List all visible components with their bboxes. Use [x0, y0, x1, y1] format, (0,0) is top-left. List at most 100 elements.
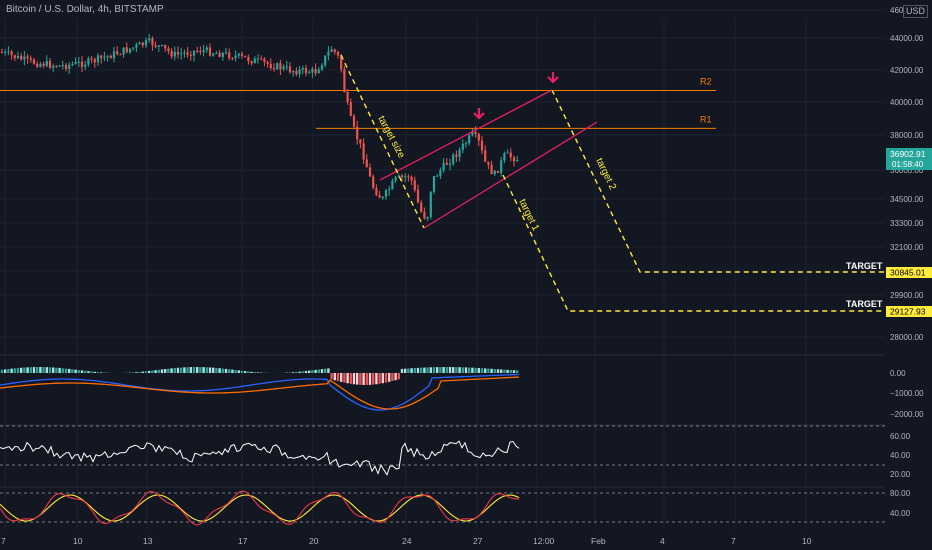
macd-bar	[141, 371, 144, 373]
candle-body	[20, 55, 23, 60]
macd-bar	[365, 373, 368, 385]
macd-bar	[448, 367, 452, 373]
candle-body	[186, 52, 189, 55]
candle-body	[170, 51, 173, 57]
time-tick: 24	[402, 536, 412, 546]
candle-body	[285, 66, 288, 68]
macd-bar	[61, 368, 64, 373]
candle-body	[468, 135, 471, 144]
macd-bar	[192, 367, 196, 373]
macd-bar	[477, 368, 480, 373]
candle-body	[359, 139, 362, 144]
candle-body	[36, 63, 39, 67]
macd-bar	[7, 369, 10, 373]
indicator-tick: −1000.00	[890, 389, 924, 398]
macd-bar	[42, 367, 45, 373]
candle-body	[301, 68, 304, 70]
candle-body	[0, 52, 4, 53]
candle-body	[42, 63, 45, 66]
candle-body	[132, 47, 135, 49]
candle-body	[400, 175, 404, 177]
macd-bar	[52, 367, 55, 373]
target-size-line	[340, 54, 425, 229]
macd-bar	[304, 370, 308, 373]
indicator-tick: 40.00	[890, 509, 911, 518]
macd-bar	[151, 370, 154, 373]
macd-bar	[154, 370, 157, 373]
candle-body	[509, 152, 512, 158]
macd-bar	[138, 371, 141, 373]
candle-body	[189, 54, 192, 56]
candle-body	[253, 58, 256, 64]
candle-body	[413, 180, 416, 190]
price-tick: 36000.00	[890, 166, 924, 175]
candle-body	[119, 54, 122, 56]
candle-body	[336, 51, 340, 56]
candle-body	[375, 187, 378, 196]
target-label-1: TARGET	[846, 261, 883, 271]
macd-bar	[160, 369, 164, 373]
time-axis[interactable]: 7 10 13 17 20 24 27 12:00 Feb 4 7 10	[0, 532, 932, 550]
target-price-value: 29127.93	[890, 307, 926, 317]
candle-body	[503, 153, 506, 161]
candle-body	[221, 52, 224, 57]
candle-body	[458, 149, 461, 157]
macd-bar	[253, 372, 256, 373]
macd-bar	[0, 369, 4, 373]
candle-body	[208, 47, 212, 56]
candle-body	[23, 56, 26, 60]
macd-bar	[452, 367, 455, 373]
candle-body	[269, 63, 272, 68]
candle-body	[516, 159, 519, 162]
macd-bar	[4, 369, 7, 373]
candle-body	[260, 58, 263, 60]
macd-bar	[237, 370, 240, 373]
macd-bar	[509, 370, 512, 373]
currency-unit[interactable]: USD	[902, 5, 928, 18]
candle-body	[461, 143, 464, 150]
macd-bar	[45, 367, 48, 373]
macd-bar	[84, 370, 87, 373]
candle-body	[138, 42, 141, 45]
candle-body	[202, 50, 205, 53]
macd-bar	[132, 372, 135, 373]
candle-body	[426, 217, 429, 219]
candle-body	[112, 51, 116, 59]
channel-upper	[379, 89, 553, 181]
indicator-tick: 40.00	[890, 451, 911, 460]
candle-body	[352, 115, 356, 127]
candle-body	[471, 132, 474, 136]
candle-body	[388, 189, 391, 191]
candle-body	[308, 72, 311, 74]
signal-line	[0, 376, 520, 410]
candle-body	[436, 175, 439, 177]
price-axis[interactable]: 46000.0044000.0042000.0040000.0038000.00…	[886, 0, 932, 532]
macd-bar	[500, 369, 503, 373]
macd-bar	[442, 367, 445, 373]
candle-body	[266, 61, 269, 64]
candle-body	[423, 211, 426, 219]
macd-bar	[445, 367, 448, 373]
macd-bar	[493, 369, 496, 373]
candle-body	[87, 58, 90, 65]
macd-bar	[423, 367, 426, 373]
macd-bar	[330, 373, 333, 380]
stoch-k-line	[0, 490, 520, 526]
candle-body	[58, 65, 61, 67]
candle-body	[429, 191, 432, 218]
macd-bar	[461, 367, 464, 373]
candle-body	[477, 134, 480, 141]
macd-bar	[436, 367, 439, 373]
macd-bar	[288, 372, 292, 373]
candle-body	[77, 61, 80, 63]
macd-bar	[372, 373, 375, 385]
candle-body	[506, 152, 509, 154]
macd-bar	[314, 369, 317, 373]
macd-bar	[516, 370, 519, 373]
candle-body	[490, 164, 493, 175]
chart-title: Bitcoin / U.S. Dollar, 4h, BITSTAMP	[6, 4, 164, 15]
macd-bar	[256, 372, 260, 373]
candle-body	[55, 65, 58, 67]
